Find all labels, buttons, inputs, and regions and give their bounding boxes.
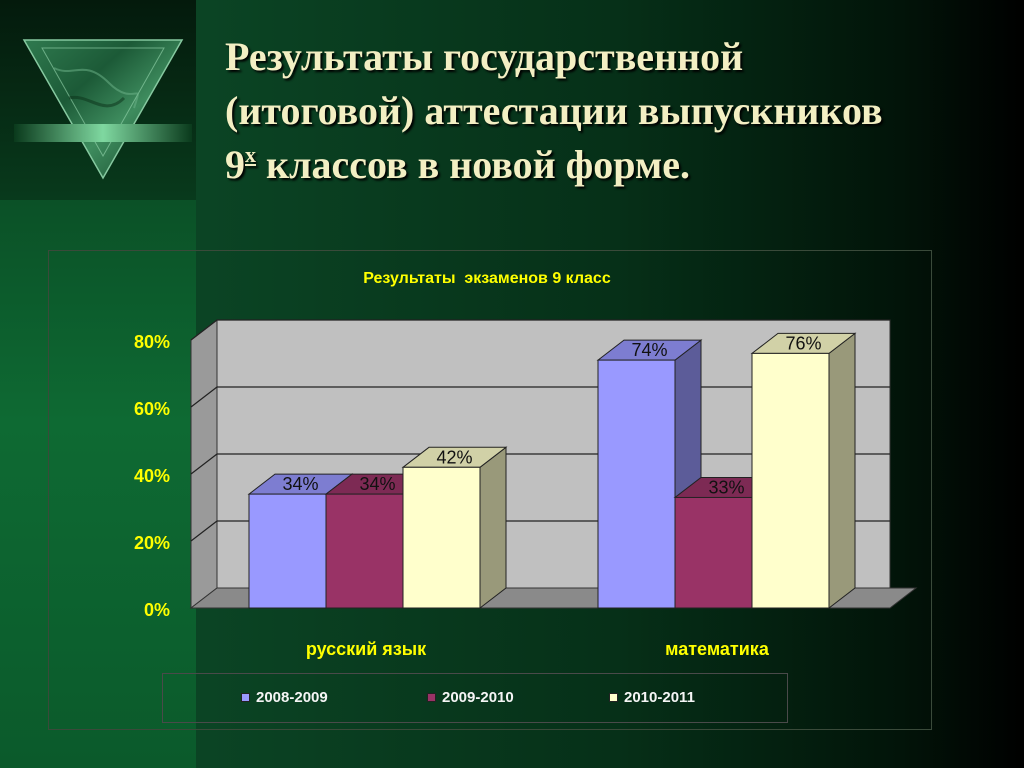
legend-swatch-2009-2010 xyxy=(427,693,436,702)
bar-value-label: 76% xyxy=(785,333,821,353)
bar-value-label: 42% xyxy=(436,447,472,467)
y-tick-label: 0% xyxy=(144,600,170,620)
bar-value-label: 74% xyxy=(631,340,667,360)
title-superscript: х xyxy=(245,142,256,167)
bar-value-label: 34% xyxy=(359,474,395,494)
title-line-3-rest: классов в новой форме. xyxy=(256,142,690,187)
bar-side xyxy=(828,332,856,610)
bar xyxy=(325,493,404,609)
slide-title: Результаты государственной (итоговой) ат… xyxy=(225,30,1015,198)
category-label: русский язык xyxy=(306,639,427,659)
chart-title: Результаты экзаменов 9 класс xyxy=(363,270,611,287)
title-line-2: (итоговой) аттестации выпускников xyxy=(225,88,883,133)
legend-item-2008-2009: 2008-2009 xyxy=(241,689,328,706)
bar-side xyxy=(479,446,507,610)
bar-value-label: 34% xyxy=(282,474,318,494)
legend-swatch-2010-2011 xyxy=(609,693,618,702)
legend-swatch-2008-2009 xyxy=(241,693,250,702)
title-number: 9 xyxy=(225,142,245,187)
legend-item-2010-2011: 2010-2011 xyxy=(609,689,695,706)
gridline xyxy=(190,319,890,341)
y-tick-label: 60% xyxy=(134,399,170,419)
chart-legend: 2008-2009 2009-2010 2010-2011 xyxy=(162,673,788,723)
legend-label-2008-2009: 2008-2009 xyxy=(256,689,328,706)
legend-item-2009-2010: 2009-2010 xyxy=(427,689,514,706)
bar xyxy=(751,352,830,609)
bar-value-label: 33% xyxy=(708,477,744,497)
title-line-1: Результаты государственной xyxy=(225,34,744,79)
y-tick-label: 20% xyxy=(134,533,170,553)
bar xyxy=(597,359,676,609)
legend-label-2010-2011: 2010-2011 xyxy=(624,689,695,706)
bar xyxy=(248,493,327,609)
bar xyxy=(402,466,481,609)
title-line-3: 9х классов в новой форме. xyxy=(225,138,1015,198)
y-tick-label: 40% xyxy=(134,466,170,486)
bar xyxy=(674,496,753,609)
chart-frame xyxy=(48,250,932,730)
category-label: математика xyxy=(665,639,770,659)
y-tick-label: 80% xyxy=(134,332,170,352)
triangle-logo-icon xyxy=(14,39,192,180)
legend-label-2009-2010: 2009-2010 xyxy=(442,689,514,706)
